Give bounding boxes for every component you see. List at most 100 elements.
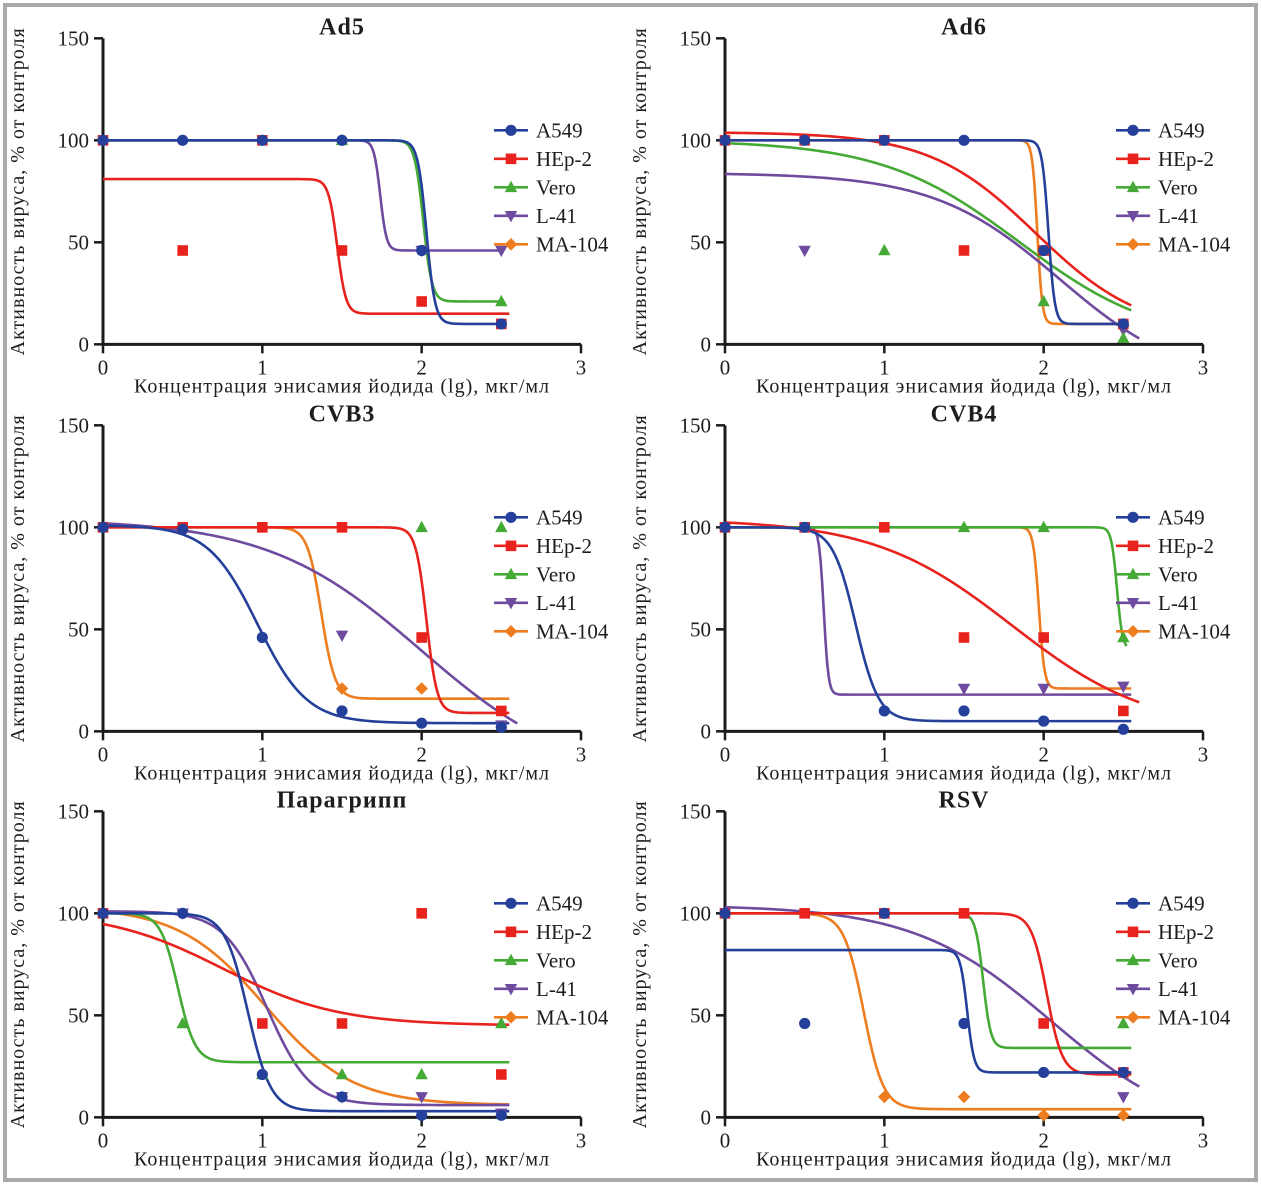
- legend-item-L-41: L-41: [1116, 204, 1199, 228]
- y-tick-label: 150: [58, 413, 90, 437]
- point-A549: [336, 704, 348, 717]
- point-A549: [256, 134, 268, 146]
- legend-item-MA-104: MA-104: [1116, 619, 1231, 643]
- legend-item-L-41: L-41: [494, 204, 577, 228]
- y-tick-label: 50: [68, 1004, 89, 1028]
- legend-item-Vero: Vero: [494, 562, 576, 586]
- point-A549: [958, 1018, 970, 1030]
- chart-title: RSV: [938, 788, 989, 814]
- point-A549: [799, 521, 811, 533]
- point-Vero: [1037, 294, 1050, 307]
- legend-label: A549: [536, 118, 583, 142]
- y-axis-label: Активность вируса, % от контроля: [8, 801, 29, 1129]
- curve-HEp-2: [724, 131, 1132, 307]
- point-HEp-2: [177, 245, 188, 256]
- point-A549: [495, 1110, 507, 1122]
- legend-item-HEp-2: HEp-2: [1116, 533, 1214, 557]
- legend-item-Vero: Vero: [1116, 949, 1198, 973]
- curve-L-41: [724, 906, 1140, 1089]
- x-tick-label: 1: [257, 355, 268, 379]
- legend-item-HEp-2: HEp-2: [494, 533, 592, 557]
- y-tick-label: 150: [680, 413, 712, 437]
- legend-marker-HEp-2: [1127, 926, 1139, 938]
- point-Vero: [415, 520, 428, 532]
- y-tick-label: 100: [58, 128, 90, 152]
- point-A549: [97, 521, 109, 533]
- x-axis-label: Концентрация энисамия йодида (lg), мкг/м…: [134, 1149, 550, 1171]
- point-MA-104: [1037, 1109, 1050, 1122]
- x-tick-label: 1: [879, 742, 890, 766]
- point-A549: [177, 134, 189, 146]
- y-tick-label: 0: [701, 332, 712, 356]
- legend-marker-A549: [1127, 124, 1139, 136]
- point-L-41: [957, 683, 971, 695]
- x-tick-label: 0: [720, 742, 731, 766]
- legend-marker-L-41: [1126, 211, 1140, 223]
- point-Vero: [415, 1068, 428, 1080]
- point-HEp-2: [336, 1018, 348, 1030]
- point-L-41: [1037, 683, 1050, 695]
- y-axis-label: Активность вируса, % от контроля: [630, 27, 651, 355]
- legend-item-MA-104: MA-104: [494, 1006, 609, 1030]
- legend-label: HEp-2: [536, 920, 592, 944]
- legend-marker-Vero: [504, 567, 518, 579]
- point-MA-104: [415, 681, 428, 695]
- chart-title: CVB4: [931, 401, 998, 427]
- point-A549: [799, 1018, 811, 1030]
- y-tick-label: 100: [58, 902, 90, 926]
- point-HEp-2: [958, 245, 970, 256]
- legend-marker-MA-104: [1126, 1011, 1140, 1024]
- point-A549: [878, 704, 890, 717]
- point-Vero: [495, 520, 508, 532]
- point-Vero: [878, 243, 891, 256]
- point-HEp-2: [958, 908, 970, 919]
- x-tick-label: 2: [1038, 355, 1049, 379]
- legend-item-L-41: L-41: [494, 590, 577, 614]
- x-axis-label: Концентрация энисамия йодида (lg), мкг/м…: [134, 375, 550, 397]
- point-Vero: [495, 1017, 508, 1029]
- point-A549: [719, 908, 731, 920]
- legend-marker-L-41: [504, 597, 518, 610]
- point-Vero: [176, 1017, 189, 1029]
- y-tick-label: 100: [680, 902, 712, 926]
- point-Vero: [1117, 1017, 1130, 1029]
- point-A549: [1038, 244, 1050, 257]
- legend-marker-HEp-2: [1127, 540, 1139, 551]
- x-axis-label: Концентрация энисамия йодида (lg), мкг/м…: [756, 762, 1172, 784]
- curve-HEp-2: [102, 923, 510, 1027]
- curve-Vero: [724, 141, 1132, 312]
- x-tick-label: 0: [720, 1129, 731, 1153]
- legend-item-Vero: Vero: [1116, 175, 1198, 199]
- curve-Vero: [725, 525, 1128, 647]
- point-HEp-2: [1118, 705, 1129, 716]
- legend-marker-MA-104: [504, 238, 518, 251]
- legend-item-A549: A549: [494, 505, 583, 529]
- y-tick-label: 100: [58, 515, 90, 539]
- legend-label: L-41: [1158, 590, 1199, 614]
- legend-label: Vero: [1158, 949, 1198, 973]
- point-A549: [958, 134, 970, 146]
- chart-title: Парагрипп: [277, 788, 408, 814]
- legend-marker-Vero: [504, 180, 518, 193]
- legend-label: L-41: [536, 977, 577, 1001]
- y-tick-label: 50: [68, 617, 89, 641]
- y-tick-label: 150: [680, 26, 712, 50]
- point-HEp-2: [416, 296, 427, 307]
- point-A549: [256, 1069, 268, 1081]
- y-tick-label: 0: [79, 1106, 90, 1130]
- point-A549: [177, 523, 189, 535]
- legend-label: Vero: [536, 175, 576, 199]
- y-tick-label: 50: [690, 1004, 711, 1028]
- point-A549: [416, 244, 428, 257]
- y-tick-label: 0: [701, 1106, 712, 1130]
- x-tick-label: 3: [576, 742, 587, 766]
- x-tick-label: 0: [98, 742, 109, 766]
- x-tick-label: 3: [576, 1129, 587, 1153]
- point-HEp-2: [416, 908, 427, 919]
- point-L-41: [495, 245, 508, 258]
- curve-A549: [102, 524, 510, 725]
- legend-label: MA-104: [1158, 232, 1231, 256]
- legend-label: HEp-2: [536, 147, 592, 171]
- x-tick-label: 1: [257, 742, 268, 766]
